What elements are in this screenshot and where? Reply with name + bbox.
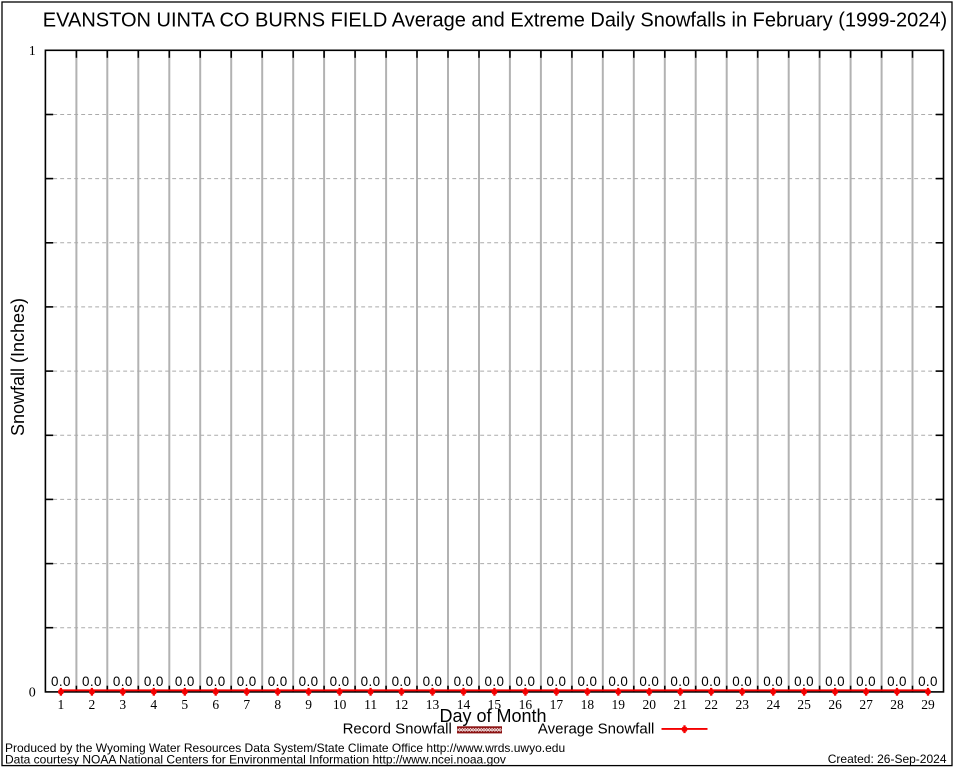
svg-text:13: 13 xyxy=(426,697,440,712)
svg-text:15: 15 xyxy=(488,697,502,712)
svg-text:16: 16 xyxy=(519,697,533,712)
svg-text:0.0: 0.0 xyxy=(701,674,721,689)
svg-text:11: 11 xyxy=(364,697,377,712)
svg-text:0.0: 0.0 xyxy=(670,674,690,689)
svg-text:10: 10 xyxy=(333,697,347,712)
svg-text:Snowfall (Inches): Snowfall (Inches) xyxy=(8,298,28,436)
svg-text:0.0: 0.0 xyxy=(887,674,907,689)
svg-text:20: 20 xyxy=(643,697,657,712)
svg-text:0.0: 0.0 xyxy=(454,674,474,689)
svg-text:19: 19 xyxy=(612,697,626,712)
svg-text:0.0: 0.0 xyxy=(268,674,288,689)
svg-text:Produced by the Wyoming Water: Produced by the Wyoming Water Resources … xyxy=(5,741,565,755)
svg-text:0.0: 0.0 xyxy=(330,674,350,689)
svg-text:4: 4 xyxy=(150,697,157,712)
svg-text:21: 21 xyxy=(674,697,688,712)
svg-text:12: 12 xyxy=(395,697,409,712)
svg-text:0.0: 0.0 xyxy=(825,674,845,689)
svg-text:Record Snowfall: Record Snowfall xyxy=(343,720,452,737)
svg-text:0.0: 0.0 xyxy=(639,674,659,689)
svg-text:0.0: 0.0 xyxy=(546,674,566,689)
svg-text:8: 8 xyxy=(274,697,281,712)
svg-text:0.0: 0.0 xyxy=(608,674,628,689)
svg-text:22: 22 xyxy=(704,697,718,712)
svg-text:18: 18 xyxy=(581,697,595,712)
svg-text:0.0: 0.0 xyxy=(732,674,752,689)
svg-text:0.0: 0.0 xyxy=(763,674,783,689)
svg-text:25: 25 xyxy=(797,697,811,712)
svg-text:0.0: 0.0 xyxy=(577,674,597,689)
svg-text:0.0: 0.0 xyxy=(82,674,102,689)
svg-text:24: 24 xyxy=(766,697,780,712)
svg-text:26: 26 xyxy=(828,697,842,712)
svg-text:0.0: 0.0 xyxy=(206,674,226,689)
svg-text:EVANSTON UINTA CO BURNS FIELD: EVANSTON UINTA CO BURNS FIELD Average an… xyxy=(43,9,947,31)
svg-text:0.0: 0.0 xyxy=(175,674,195,689)
svg-text:17: 17 xyxy=(550,697,564,712)
svg-text:Day of Month: Day of Month xyxy=(439,706,546,726)
svg-text:0.0: 0.0 xyxy=(423,674,443,689)
svg-text:3: 3 xyxy=(119,697,126,712)
svg-text:9: 9 xyxy=(305,697,312,712)
svg-text:0.0: 0.0 xyxy=(918,674,938,689)
svg-text:29: 29 xyxy=(921,697,935,712)
svg-text:Created: 26-Sep-2024: Created: 26-Sep-2024 xyxy=(828,752,947,766)
svg-text:1: 1 xyxy=(58,697,65,712)
svg-text:0.0: 0.0 xyxy=(515,674,535,689)
svg-text:28: 28 xyxy=(890,697,904,712)
svg-text:0.0: 0.0 xyxy=(392,674,412,689)
svg-text:0.0: 0.0 xyxy=(113,674,133,689)
svg-text:0.0: 0.0 xyxy=(856,674,876,689)
svg-text:0.0: 0.0 xyxy=(51,674,71,689)
svg-text:6: 6 xyxy=(212,697,219,712)
svg-text:14: 14 xyxy=(457,697,471,712)
svg-text:Data courtesy NOAA National Ce: Data courtesy NOAA National Centers for … xyxy=(5,752,506,766)
svg-text:27: 27 xyxy=(859,697,873,712)
svg-text:0.0: 0.0 xyxy=(484,674,504,689)
svg-text:23: 23 xyxy=(735,697,749,712)
svg-text:1: 1 xyxy=(29,44,36,59)
svg-text:2: 2 xyxy=(89,697,96,712)
svg-text:0: 0 xyxy=(29,686,36,701)
svg-text:7: 7 xyxy=(243,697,250,712)
svg-text:0.0: 0.0 xyxy=(794,674,814,689)
svg-text:0.0: 0.0 xyxy=(361,674,381,689)
svg-text:0.0: 0.0 xyxy=(237,674,257,689)
svg-text:5: 5 xyxy=(181,697,188,712)
svg-text:0.0: 0.0 xyxy=(144,674,164,689)
svg-text:Average Snowfall: Average Snowfall xyxy=(538,720,654,737)
svg-text:0.0: 0.0 xyxy=(299,674,319,689)
